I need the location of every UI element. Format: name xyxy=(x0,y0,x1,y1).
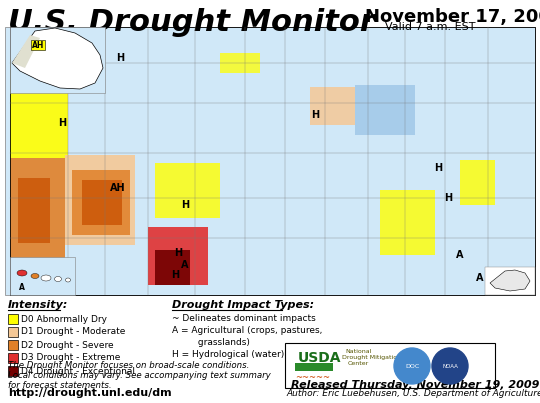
Text: ~~~~~: ~~~~~ xyxy=(295,373,330,382)
Bar xyxy=(10,158,65,258)
Bar xyxy=(65,155,135,245)
Text: H: H xyxy=(444,193,452,203)
Text: Valid 7 a.m. EST: Valid 7 a.m. EST xyxy=(385,22,476,32)
Ellipse shape xyxy=(41,275,51,281)
Ellipse shape xyxy=(65,278,71,282)
Polygon shape xyxy=(12,28,103,89)
Text: NOAA: NOAA xyxy=(442,364,458,368)
Text: AH: AH xyxy=(32,40,44,50)
Text: The Drought Monitor focuses on broad-scale conditions.: The Drought Monitor focuses on broad-sca… xyxy=(8,361,249,370)
Text: A = Agricultural (crops, pastures,: A = Agricultural (crops, pastures, xyxy=(172,326,322,335)
Bar xyxy=(10,257,75,295)
Bar xyxy=(8,327,18,337)
Text: H: H xyxy=(174,248,182,258)
Text: grasslands): grasslands) xyxy=(172,338,250,347)
Bar xyxy=(10,27,105,93)
Bar xyxy=(220,53,260,73)
Text: Author: Eric Luebehusen, U.S. Department of Agriculture: Author: Eric Luebehusen, U.S. Department… xyxy=(287,389,540,398)
Ellipse shape xyxy=(17,270,27,276)
Text: H: H xyxy=(311,110,319,120)
Bar xyxy=(82,180,122,225)
Text: D0 Abnormally Dry: D0 Abnormally Dry xyxy=(21,314,107,324)
Text: H: H xyxy=(181,200,189,210)
Bar xyxy=(310,87,355,125)
Text: A: A xyxy=(19,283,25,293)
Bar xyxy=(485,267,535,295)
Polygon shape xyxy=(490,270,530,291)
Text: H: H xyxy=(58,118,66,128)
Bar xyxy=(8,314,18,324)
Text: November 17, 2009: November 17, 2009 xyxy=(365,8,540,26)
Bar xyxy=(285,343,495,388)
Text: National: National xyxy=(345,349,372,354)
Bar xyxy=(5,27,535,295)
Text: http://drought.unl.edu/dm: http://drought.unl.edu/dm xyxy=(8,388,172,398)
Bar xyxy=(10,58,68,158)
Text: for forecast statements.: for forecast statements. xyxy=(8,381,112,390)
Text: ~ Delineates dominant impacts: ~ Delineates dominant impacts xyxy=(172,314,316,323)
Circle shape xyxy=(432,348,468,384)
Text: D4 Drought - Exceptional: D4 Drought - Exceptional xyxy=(21,366,135,376)
Text: H: H xyxy=(116,53,124,63)
Text: DOC: DOC xyxy=(405,364,419,368)
Bar xyxy=(72,170,130,235)
Text: A: A xyxy=(181,260,189,270)
Bar xyxy=(380,190,435,255)
Text: AH: AH xyxy=(110,183,126,193)
Text: USDA: USDA xyxy=(298,351,341,365)
Bar xyxy=(8,340,18,350)
Text: Local conditions may vary. See accompanying text summary: Local conditions may vary. See accompany… xyxy=(8,371,271,380)
Text: H: H xyxy=(171,270,179,280)
Text: D2 Drought - Severe: D2 Drought - Severe xyxy=(21,341,113,349)
Ellipse shape xyxy=(31,274,39,278)
Text: D3 Drought - Extreme: D3 Drought - Extreme xyxy=(21,353,120,363)
Bar xyxy=(155,163,220,218)
Text: D1 Drought - Moderate: D1 Drought - Moderate xyxy=(21,328,125,337)
Bar xyxy=(8,353,18,363)
Bar xyxy=(355,85,415,135)
Text: A: A xyxy=(476,273,484,283)
Text: A: A xyxy=(456,250,464,260)
Polygon shape xyxy=(12,35,40,68)
Text: Drought Mitigation: Drought Mitigation xyxy=(342,355,401,360)
Text: Center: Center xyxy=(348,361,369,366)
Text: Released Thursday, November 19, 2009: Released Thursday, November 19, 2009 xyxy=(291,380,539,390)
Bar xyxy=(18,178,50,243)
Circle shape xyxy=(394,348,430,384)
Bar xyxy=(460,160,495,205)
Bar xyxy=(148,227,208,285)
Text: Intensity:: Intensity: xyxy=(8,300,69,310)
Bar xyxy=(295,363,333,371)
Bar xyxy=(8,366,18,376)
Text: H = Hydrological (water): H = Hydrological (water) xyxy=(172,350,284,359)
Bar xyxy=(155,250,190,285)
Text: H: H xyxy=(434,163,442,173)
Text: Drought Impact Types:: Drought Impact Types: xyxy=(172,300,314,310)
Text: U.S. Drought Monitor: U.S. Drought Monitor xyxy=(8,8,375,37)
Ellipse shape xyxy=(55,276,62,282)
